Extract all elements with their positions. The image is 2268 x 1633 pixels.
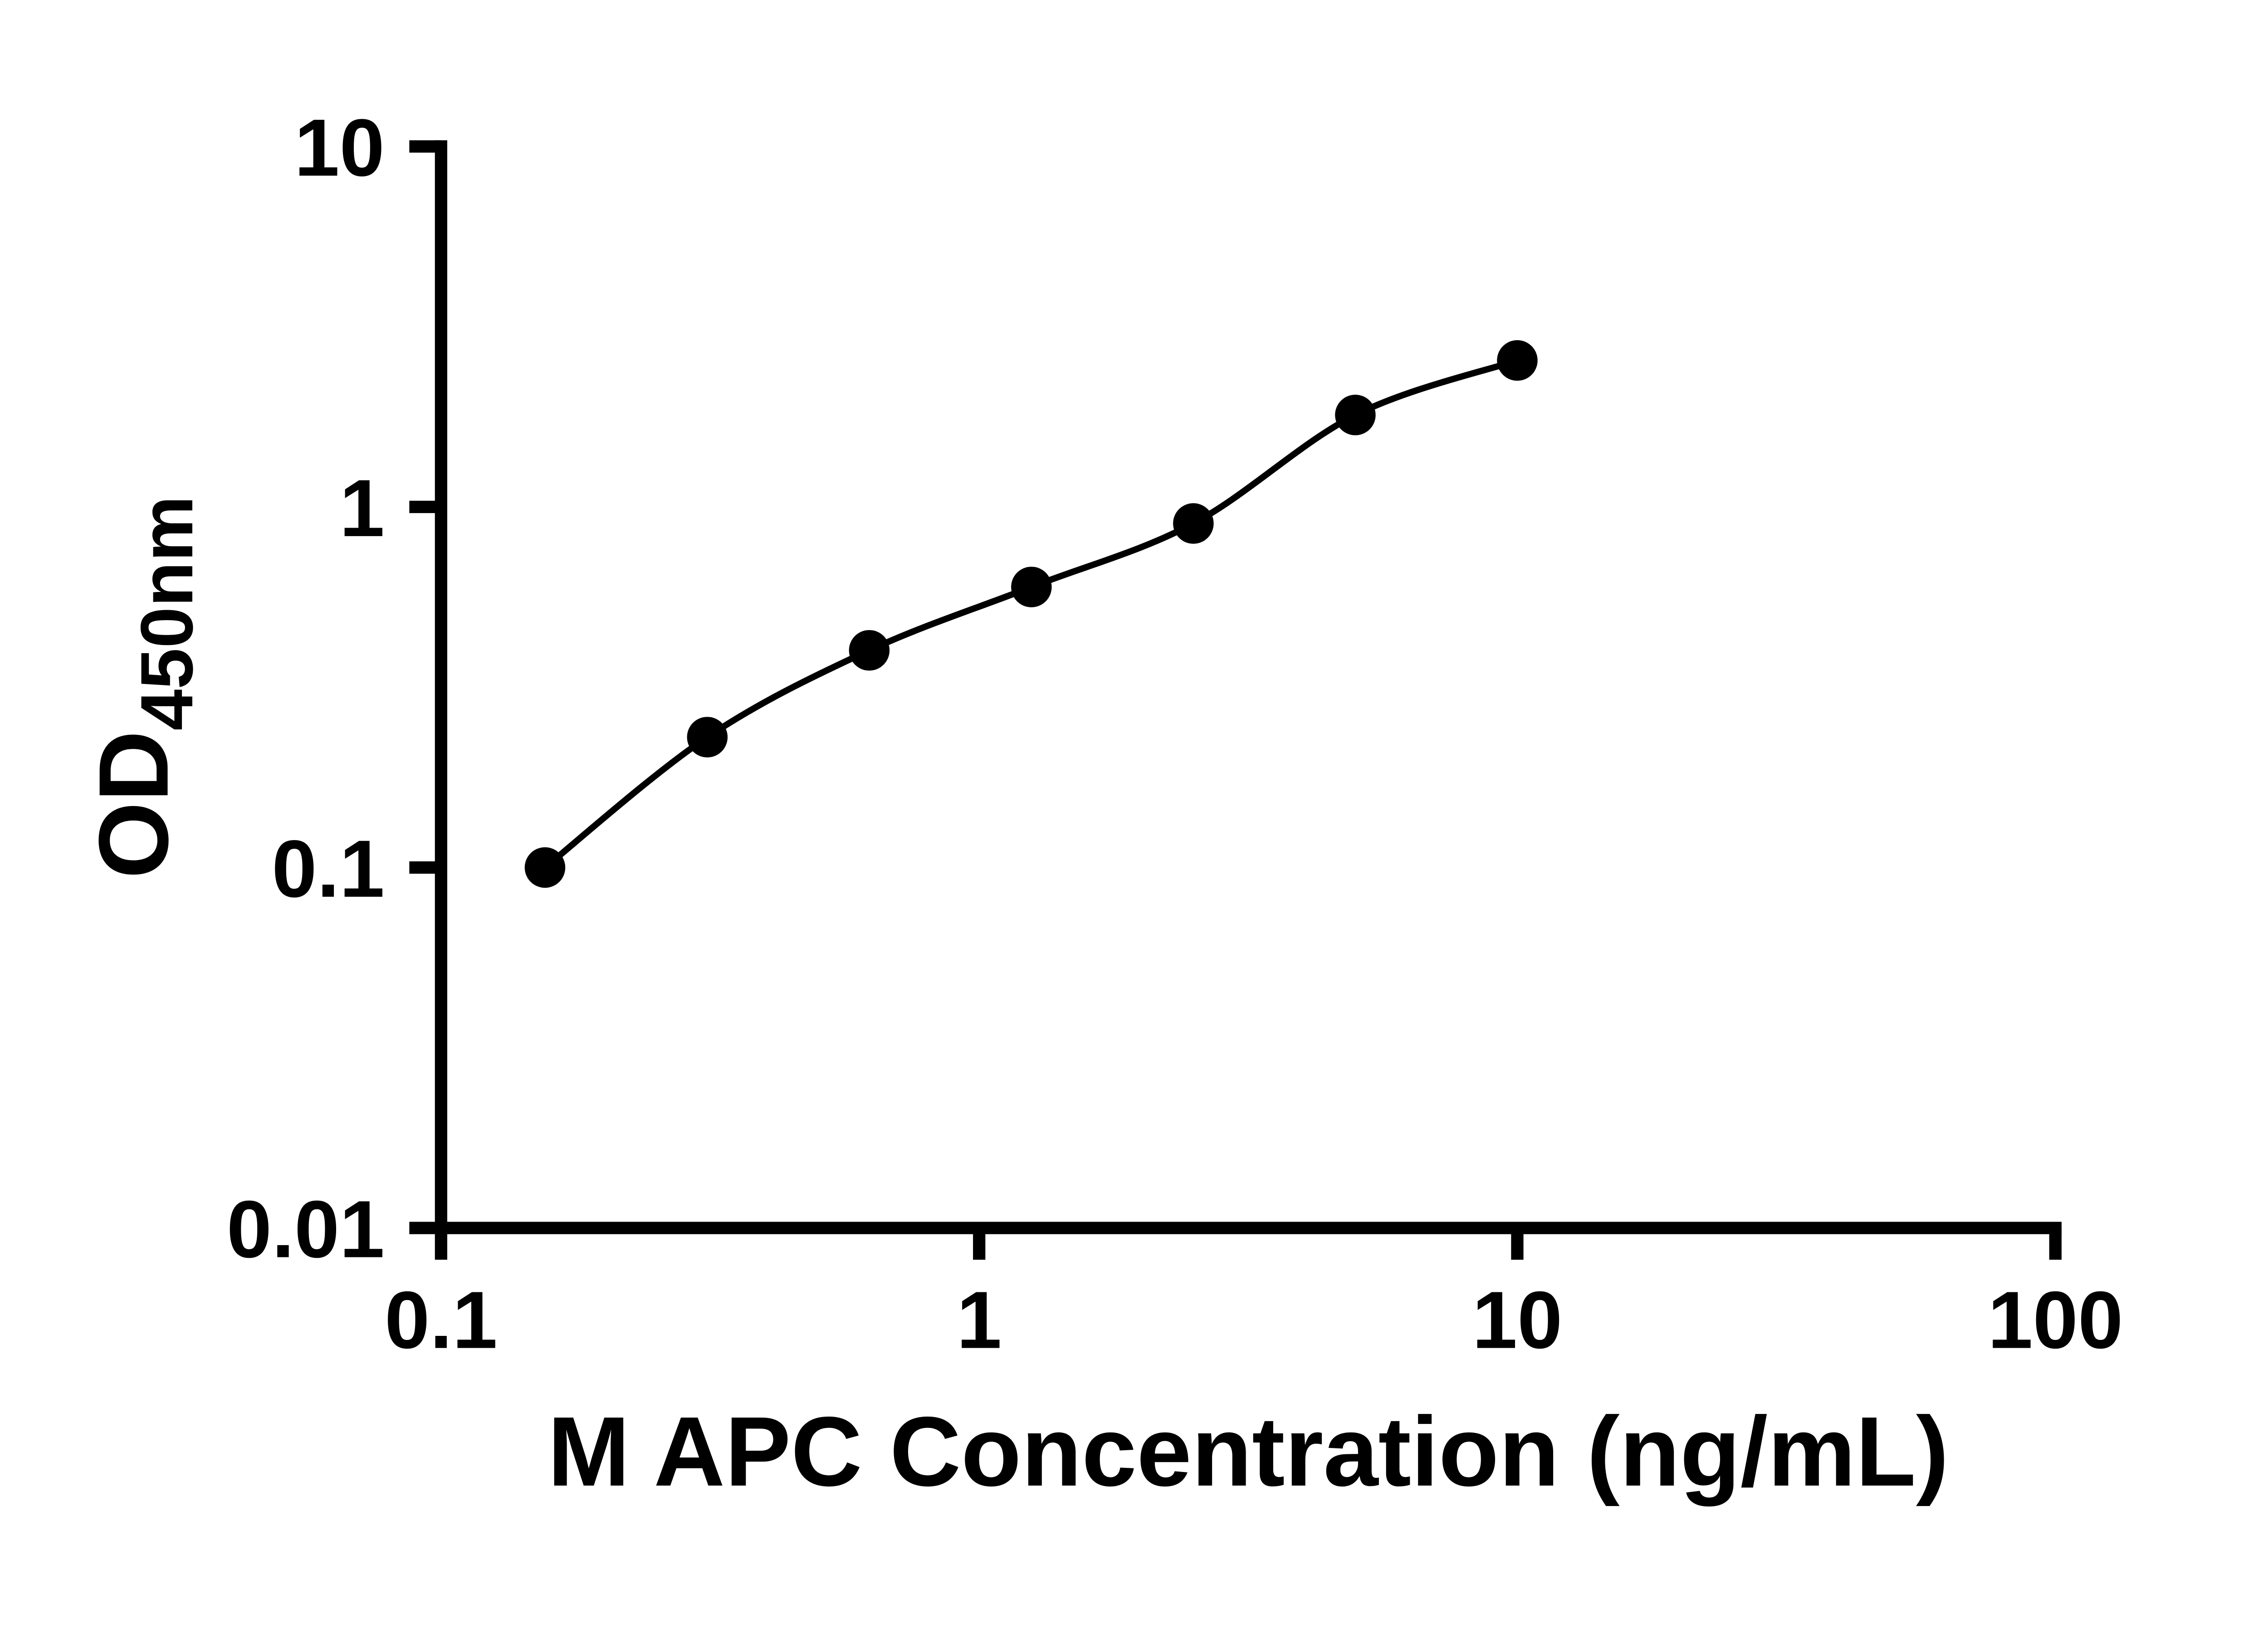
data-point-marker [524, 847, 566, 888]
data-point-marker [687, 717, 728, 758]
data-point-marker [1173, 503, 1214, 544]
data-point-marker [1497, 340, 1538, 381]
data-point-marker [1011, 567, 1052, 607]
plot-background [0, 0, 2268, 1588]
y-axis-tick-label: 10 [294, 102, 385, 193]
x-axis-tick-label: 10 [1472, 1275, 1563, 1365]
x-axis-tick-label: 0.1 [385, 1275, 498, 1365]
y-axis-tick-label: 0.1 [272, 823, 385, 914]
x-axis-title: M APC Concentration (ng/mL) [547, 1397, 1949, 1507]
data-point-marker [1335, 395, 1376, 435]
y-axis-tick-label: 0.01 [227, 1184, 385, 1275]
y-axis-tick-label: 1 [339, 463, 385, 553]
x-axis-tick-label: 100 [1988, 1275, 2123, 1365]
elisa-standard-curve-figure: 10 1 0.1 0.01 0.1 1 10 100 M APC Concentration (… [0, 0, 2268, 1588]
data-point-marker [849, 630, 890, 671]
x-axis-tick-label: 1 [957, 1275, 1002, 1365]
y-axis-title: OD450nm [79, 496, 208, 879]
